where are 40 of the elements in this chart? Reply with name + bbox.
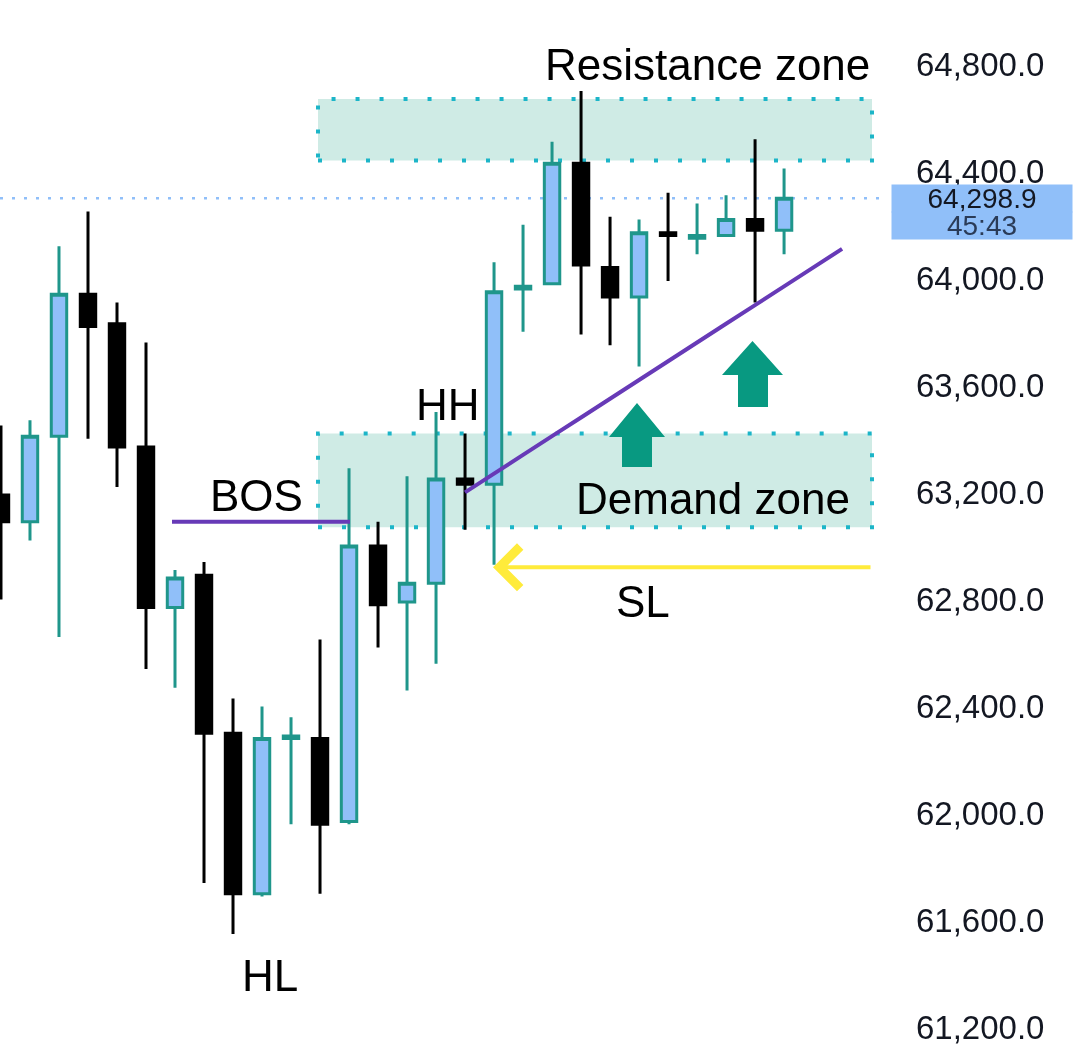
band-label: Demand zone	[576, 474, 850, 523]
candlestick	[571, 90, 591, 335]
candlestick	[281, 717, 301, 825]
ref-line-label: BOS	[210, 471, 303, 520]
y-tick-label: 64,400.0	[916, 152, 1045, 190]
candlestick	[455, 433, 475, 530]
candlestick	[194, 561, 214, 884]
y-tick-label: 62,000.0	[916, 795, 1045, 833]
candlestick	[49, 246, 69, 637]
candlestick	[687, 203, 707, 255]
candlestick	[745, 139, 765, 303]
candlestick	[397, 476, 417, 691]
candlestick	[223, 698, 243, 934]
candlestick	[716, 195, 736, 237]
y-tick-label: 61,600.0	[916, 902, 1045, 940]
candlestick	[252, 706, 272, 897]
annotation: HH	[416, 380, 480, 429]
y-tick-label: 63,600.0	[916, 366, 1045, 404]
candlestick	[20, 420, 40, 541]
band-label: Resistance zone	[545, 40, 871, 89]
candlestick	[600, 216, 620, 346]
candlestick	[136, 342, 156, 670]
candlestick	[658, 192, 678, 281]
candlestick	[107, 302, 127, 488]
y-tick-label: 64,000.0	[916, 259, 1045, 297]
candlestick	[78, 211, 98, 439]
candlestick	[513, 224, 533, 332]
y-tick-label: 61,200.0	[916, 1009, 1045, 1047]
candlestick	[484, 262, 504, 565]
y-tick-label: 63,200.0	[916, 473, 1045, 511]
y-tick-label: 62,400.0	[916, 688, 1045, 726]
annotation: HL	[242, 951, 299, 1000]
candlestick	[368, 521, 388, 648]
ref-line-label: SL	[616, 577, 670, 626]
candlestick	[165, 569, 185, 688]
candlestick	[339, 468, 359, 825]
y-tick-label: 64,800.0	[916, 45, 1045, 83]
y-tick-label: 62,800.0	[916, 580, 1045, 618]
candlestick	[629, 219, 649, 367]
candlestick	[310, 639, 330, 894]
